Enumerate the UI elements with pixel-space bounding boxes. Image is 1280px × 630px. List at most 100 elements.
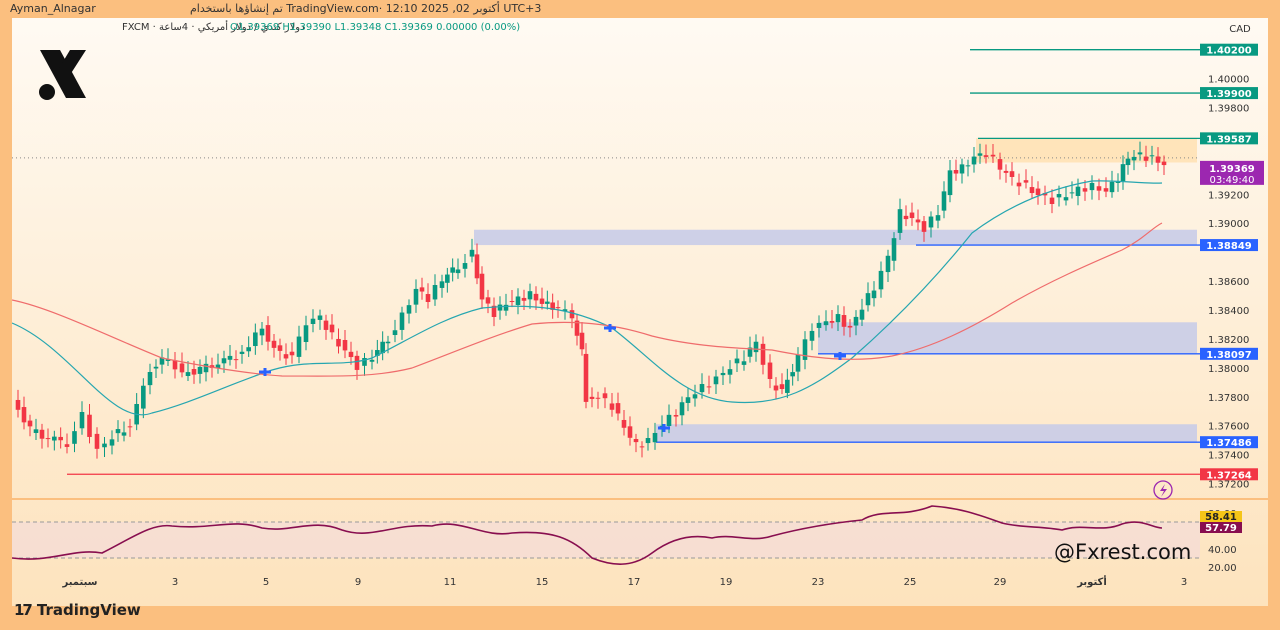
candle-body [303,325,309,342]
candle-body [227,355,233,360]
candle-body [909,212,915,219]
candle-body [1103,188,1109,192]
candle-body [39,429,45,439]
candle-body [503,304,509,311]
candle-body [779,384,785,390]
candle-body [915,219,921,223]
candle-body [1096,186,1102,191]
candle-body [595,397,601,399]
candle-body [621,419,627,428]
level-tag-4 [1200,347,1258,360]
rsi-band [12,522,1200,558]
candle-body [79,412,85,429]
rsi-value-1: 57.79 [1205,523,1237,534]
candle-body [209,365,215,369]
candle-body [296,336,302,357]
level-label-1: 1.39900 [1206,89,1252,100]
candle-body [221,358,227,364]
current-price-tag [1200,160,1264,185]
candle-body [87,414,92,437]
candle-body [673,415,679,417]
candle-body [795,354,801,372]
candle-body [1056,194,1062,198]
x-tick-3: 9 [355,577,361,588]
candle-body [652,432,658,443]
candle-body [699,384,705,393]
chart-background [12,18,1268,606]
candle-body [1035,188,1041,196]
candle-body [1075,186,1081,196]
ma-slow-line [11,222,1163,377]
candle-body [1003,170,1009,173]
candle-body [474,254,480,279]
x-tick-2: 5 [263,577,269,588]
x-tick-5: 15 [536,577,549,588]
signal-marker-3 [658,424,670,432]
candle-body [809,330,815,341]
candle-body [491,305,497,317]
candle-body [462,263,468,269]
candle-body [127,426,133,428]
candle-body [589,396,595,399]
y-tick-6: 1.38200 [1208,335,1249,346]
x-tick-1: 3 [172,577,178,588]
candle-body [191,369,197,375]
candle-body [115,429,121,434]
candle-body [753,341,759,353]
level-label-0: 1.40200 [1206,46,1252,57]
candle-body [271,340,277,348]
candle-body [289,351,295,356]
candle-body [413,288,419,305]
candle-body [185,372,191,376]
candle-body [847,325,853,328]
candle-body [802,339,808,360]
candle-body [679,402,685,416]
candle-body [277,345,283,351]
candle-body [1063,197,1069,201]
y-tick-5: 1.38400 [1208,306,1249,317]
candle-body [52,436,57,441]
candle-body [445,274,450,283]
candle-body [816,322,822,328]
rsi-line [11,505,1163,565]
lightning-icon [1153,480,1173,500]
candle-body [841,315,847,327]
y-tick-4: 1.38600 [1208,277,1249,288]
candle-body [602,393,608,399]
chart-logo-icon [39,50,86,100]
candle-body [741,361,747,365]
candle-body [527,291,533,300]
candle-body [685,397,691,403]
candle-body [1120,164,1126,181]
candle-body [574,320,580,336]
candle-body [197,366,203,374]
candle-body [1049,197,1055,204]
countdown-label: 03:49:40 [1210,175,1255,186]
candle-body [102,443,107,448]
candle-body [785,379,790,393]
candle-body [1109,181,1115,193]
candle-body [329,324,335,333]
candle-body [27,420,33,427]
level-label-5: 1.37486 [1206,438,1252,449]
level-tag-5 [1200,436,1258,449]
y-tick-7: 1.38000 [1208,364,1249,375]
candle-body [1115,181,1121,183]
candle-body [903,215,909,220]
candle-body [348,351,354,358]
x-tick-7: 19 [720,577,733,588]
candle-body [767,362,773,380]
y-tick-9: 1.37600 [1208,422,1249,433]
candle-body [569,310,575,319]
candle-body [380,341,385,354]
rsi-tag-1 [1200,522,1242,533]
candle-body [562,309,568,311]
candle-body [336,338,341,347]
price-chart[interactable]: FXCM · دولار كندي / دولار أمريكي · 4ساعة… [11,18,1268,606]
currency-label: CAD [1229,24,1251,35]
candle-body [1009,171,1015,177]
x-tick-11: أكتوبر [1076,575,1107,588]
tradingview-logo: 17 TradingView [14,601,141,619]
chart-panel: FXCM · دولار كندي / دولار أمريكي · 4ساعة… [11,18,1268,606]
level-label-2: 1.39587 [1206,134,1252,145]
